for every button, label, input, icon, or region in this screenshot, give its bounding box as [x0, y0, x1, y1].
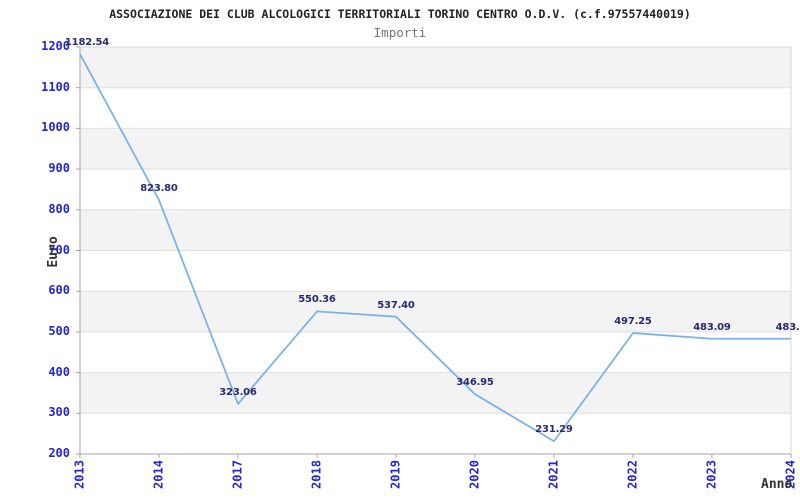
band-stripe	[80, 209, 791, 251]
y-tick-label: 400	[48, 364, 70, 379]
x-tick-label: 2013	[72, 460, 87, 489]
y-tick-label: 600	[48, 283, 70, 298]
data-line	[79, 53, 792, 443]
x-tick-label: 2023	[704, 460, 719, 489]
x-tick-label: 2018	[309, 460, 324, 489]
y-tick-label: 200	[48, 446, 70, 460]
x-tick-label: 2014	[151, 460, 166, 489]
chart-title: ASSOCIAZIONE DEI CLUB ALCOLOGICI TERRITO…	[109, 7, 691, 21]
data-point-label: 1182.54	[64, 37, 110, 49]
y-axis-title: Euro	[46, 236, 61, 268]
y-tick-label: 1200	[41, 39, 70, 53]
y-tick-label: 1100	[41, 79, 70, 94]
data-point-label: 550.36	[298, 294, 336, 306]
data-point-label: 537.40	[377, 299, 415, 311]
data-point-label: 323.06	[219, 386, 257, 398]
band-stripe	[80, 372, 791, 414]
band-stripe	[80, 291, 791, 332]
x-axis-title: Anno	[761, 477, 793, 492]
y-tick-label: 300	[48, 405, 70, 420]
y-tick-label: 700	[48, 242, 70, 257]
band-stripe	[80, 47, 791, 88]
x-tick-label: 2020	[467, 460, 482, 489]
band-stripe	[80, 128, 791, 170]
data-point-label: 231.29	[535, 424, 573, 436]
x-tick-label: 2017	[230, 460, 245, 489]
y-tick-label: 1000	[41, 120, 70, 135]
data-point-label: 483.09	[693, 321, 731, 333]
data-point-label: 823.80	[140, 183, 178, 195]
x-tick-label: 2021	[546, 460, 561, 489]
data-point-label: 497.25	[614, 316, 652, 328]
data-point-label: 483.1	[775, 321, 800, 333]
x-tick-label: 2019	[388, 460, 403, 489]
y-tick-label: 800	[48, 201, 70, 216]
chart-subtitle: Importi	[373, 25, 427, 40]
x-tick-label: 2022	[625, 460, 640, 489]
y-tick-label: 500	[48, 323, 70, 338]
data-point-label: 346.95	[456, 377, 494, 389]
y-tick-label: 900	[48, 161, 70, 176]
